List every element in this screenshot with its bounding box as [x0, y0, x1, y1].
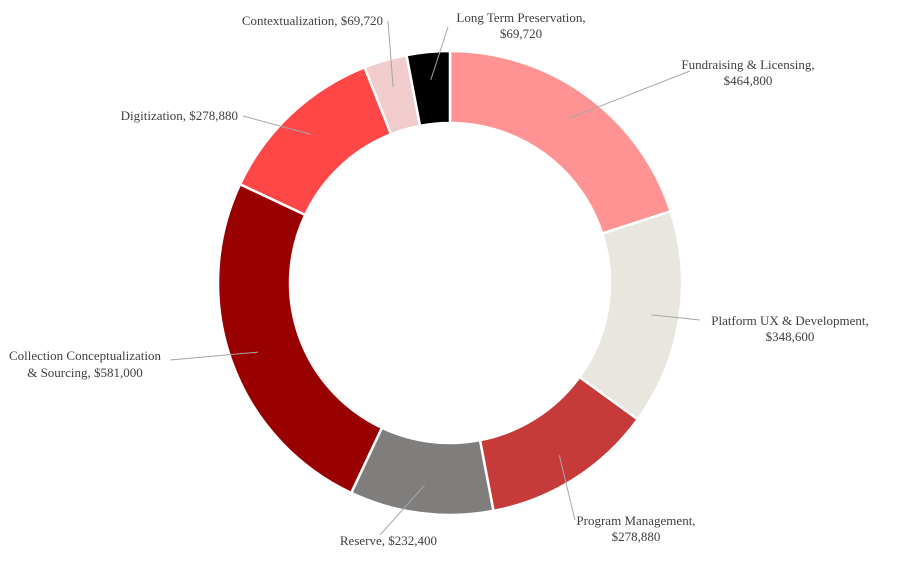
data-label: Contextualization, $69,720 [242, 13, 383, 28]
data-label: Reserve, $232,400 [340, 533, 437, 548]
leader-line [651, 314, 701, 321]
leader-line [242, 115, 311, 135]
data-label: Program Management, $278,880 [576, 513, 695, 544]
leader-line [430, 26, 449, 81]
data-label: Fundraising & Licensing, $464,800 [681, 57, 814, 88]
leader-line [558, 455, 576, 521]
donut-slices [216, 49, 684, 517]
donut-slice-5 [216, 182, 384, 495]
data-label: Long Term Preservation, $69,720 [456, 10, 585, 41]
donut-slice-1 [448, 49, 673, 236]
data-label: Platform UX & Development, $348,600 [711, 313, 868, 344]
data-labels: Fundraising & Licensing, $464,800 Platform… [9, 10, 869, 548]
leader-line [387, 20, 394, 88]
leader-lines [169, 20, 701, 536]
leader-line [169, 351, 259, 361]
data-label: Digitization, $278,880 [121, 108, 238, 123]
donut-slice-8 [405, 49, 452, 128]
leader-line [569, 70, 691, 119]
data-label: Collection Conceptualization & Sourcing, … [9, 348, 161, 380]
donut-slice-6 [238, 65, 393, 217]
leader-line [379, 485, 425, 536]
